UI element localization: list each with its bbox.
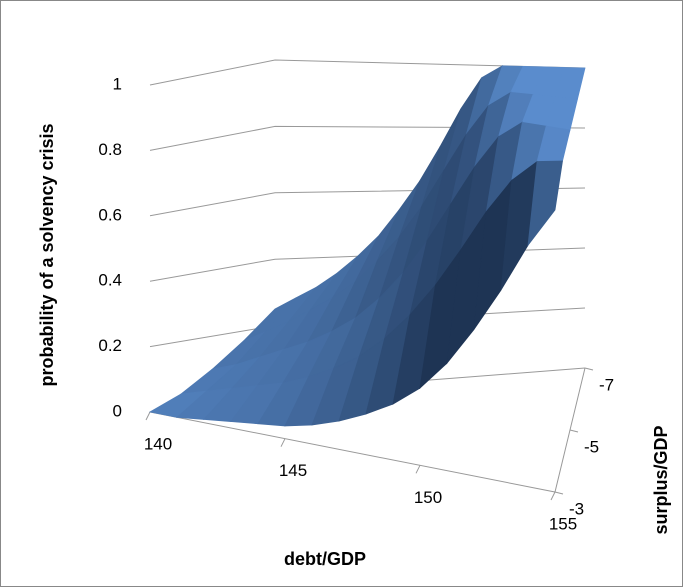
z-tick-label: 0.2 [98, 336, 122, 355]
x-axis-title: debt/GDP [284, 549, 366, 569]
x-tick-label: 140 [144, 434, 172, 453]
x-tick-label: 150 [414, 488, 442, 507]
depth-tick [584, 367, 594, 371]
z-tick-label: 0.6 [98, 205, 122, 224]
depth-tick-label: -5 [584, 437, 599, 456]
grid-line [149, 59, 586, 86]
depth-tick [554, 491, 564, 495]
x-tick-label: 155 [549, 514, 577, 533]
x-tick [550, 491, 556, 501]
depth-tick-label: -3 [569, 499, 584, 518]
z-axis-title: probability of a solvency crisis [37, 123, 57, 386]
x-tick [415, 465, 421, 474]
surface-facet [527, 160, 563, 247]
z-tick-label: 1 [113, 74, 122, 93]
x-tick [280, 438, 286, 447]
z-tick-label: 0.4 [98, 271, 122, 290]
z-tick-label: 0 [113, 401, 122, 420]
x-tick-label: 145 [279, 461, 307, 480]
z-tick-label: 0.8 [98, 140, 122, 159]
depth-tick-label: -7 [599, 375, 614, 394]
x-tick [145, 411, 151, 421]
depth-axis-title: surplus/GDP [651, 425, 671, 534]
depth-tick [569, 429, 579, 433]
